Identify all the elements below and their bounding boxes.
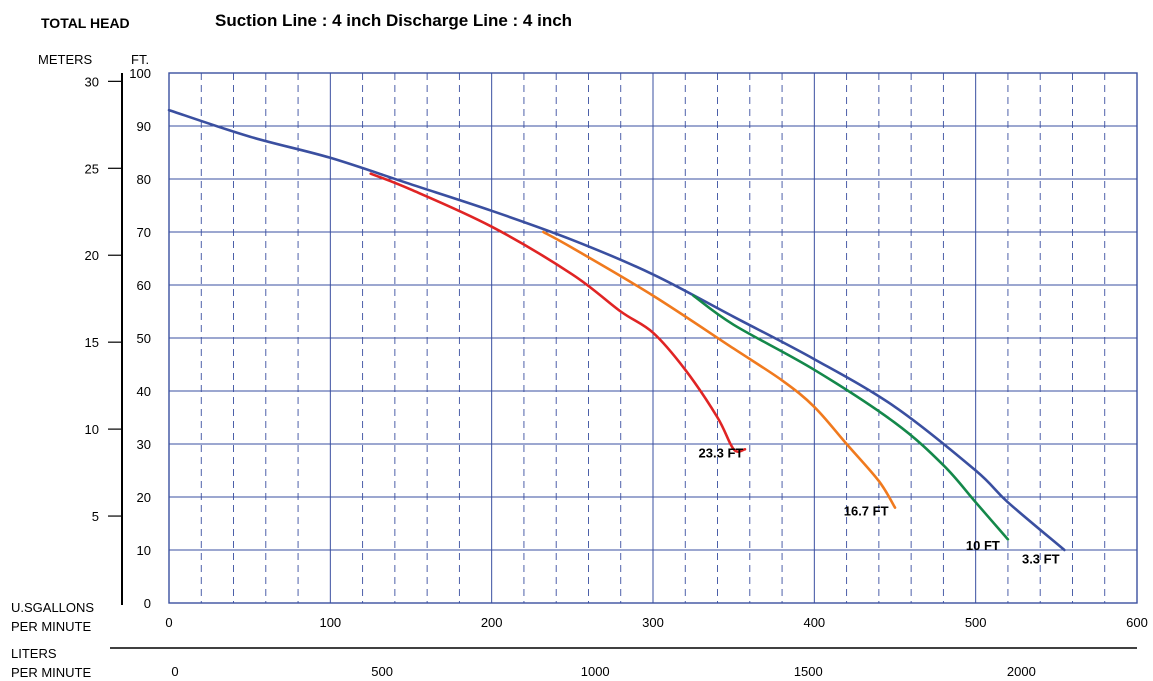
y-ft-label: FT. bbox=[131, 52, 149, 67]
gpm-label-line1: U.SGALLONS bbox=[11, 600, 94, 615]
lpm-tick-label: 1500 bbox=[794, 664, 823, 679]
ft-tick-label: 0 bbox=[144, 596, 151, 611]
curve-label: 16.7 FT bbox=[844, 504, 889, 519]
ft-tick-label: 50 bbox=[137, 331, 151, 346]
curve-3-3-ft bbox=[167, 108, 1066, 552]
curves bbox=[167, 108, 1066, 552]
chart-title: Suction Line : 4 inch Discharge Line : 4… bbox=[215, 11, 572, 30]
meters-tick-label: 20 bbox=[85, 248, 99, 263]
lpm-tick-label: 0 bbox=[171, 664, 178, 679]
gpm-tick-label: 500 bbox=[965, 615, 987, 630]
curve-labels: 23.3 FT 16.7 FT 10 FT 3.3 FT bbox=[699, 445, 1060, 566]
gpm-tick-label: 600 bbox=[1126, 615, 1148, 630]
meters-ticks: 5 10 15 20 25 30 bbox=[85, 74, 122, 524]
ft-tick-label: 90 bbox=[137, 119, 151, 134]
curve-label: 3.3 FT bbox=[1022, 551, 1060, 566]
gpm-label-line2: PER MINUTE bbox=[11, 619, 92, 634]
gpm-tick-label: 300 bbox=[642, 615, 664, 630]
gpm-tick-label: 100 bbox=[319, 615, 341, 630]
ft-tick-label: 20 bbox=[137, 490, 151, 505]
gpm-tick-label: 200 bbox=[481, 615, 503, 630]
ft-tick-label: 100 bbox=[129, 66, 151, 81]
plot-grid bbox=[169, 73, 1137, 603]
ft-tick-label: 30 bbox=[137, 437, 151, 452]
total-head-label: TOTAL HEAD bbox=[41, 15, 130, 31]
lpm-tick-label: 2000 bbox=[1007, 664, 1036, 679]
gpm-tick-label: 0 bbox=[165, 615, 172, 630]
ft-tick-label: 80 bbox=[137, 172, 151, 187]
ft-tick-label: 10 bbox=[137, 543, 151, 558]
curve-23-3-ft bbox=[369, 172, 747, 453]
plot-frame bbox=[168, 72, 1138, 604]
lpm-label-line1: LITERS bbox=[11, 646, 57, 661]
lpm-ticks: 0 500 1000 1500 2000 bbox=[171, 664, 1035, 679]
lpm-tick-label: 1000 bbox=[581, 664, 610, 679]
meters-tick-label: 15 bbox=[85, 335, 99, 350]
curve-16-7-ft bbox=[542, 230, 897, 509]
ft-tick-label: 60 bbox=[137, 278, 151, 293]
gpm-tick-label: 400 bbox=[803, 615, 825, 630]
lpm-label-line2: PER MINUTE bbox=[11, 665, 92, 680]
ft-ticks: 0 10 20 30 40 50 60 70 80 90 100 bbox=[129, 66, 151, 611]
ft-tick-label: 70 bbox=[137, 225, 151, 240]
gpm-ticks: 0 100 200 300 400 500 600 bbox=[165, 615, 1147, 630]
meters-tick-label: 5 bbox=[92, 509, 99, 524]
curve-10-ft bbox=[692, 294, 1010, 541]
meters-tick-label: 30 bbox=[85, 74, 99, 89]
ft-tick-label: 40 bbox=[137, 384, 151, 399]
meters-tick-label: 10 bbox=[85, 422, 99, 437]
lpm-tick-label: 500 bbox=[371, 664, 393, 679]
curve-label: 23.3 FT bbox=[699, 445, 744, 460]
meters-tick-label: 25 bbox=[85, 161, 99, 176]
curve-label: 10 FT bbox=[966, 538, 1000, 553]
y-meters-label: METERS bbox=[38, 52, 93, 67]
